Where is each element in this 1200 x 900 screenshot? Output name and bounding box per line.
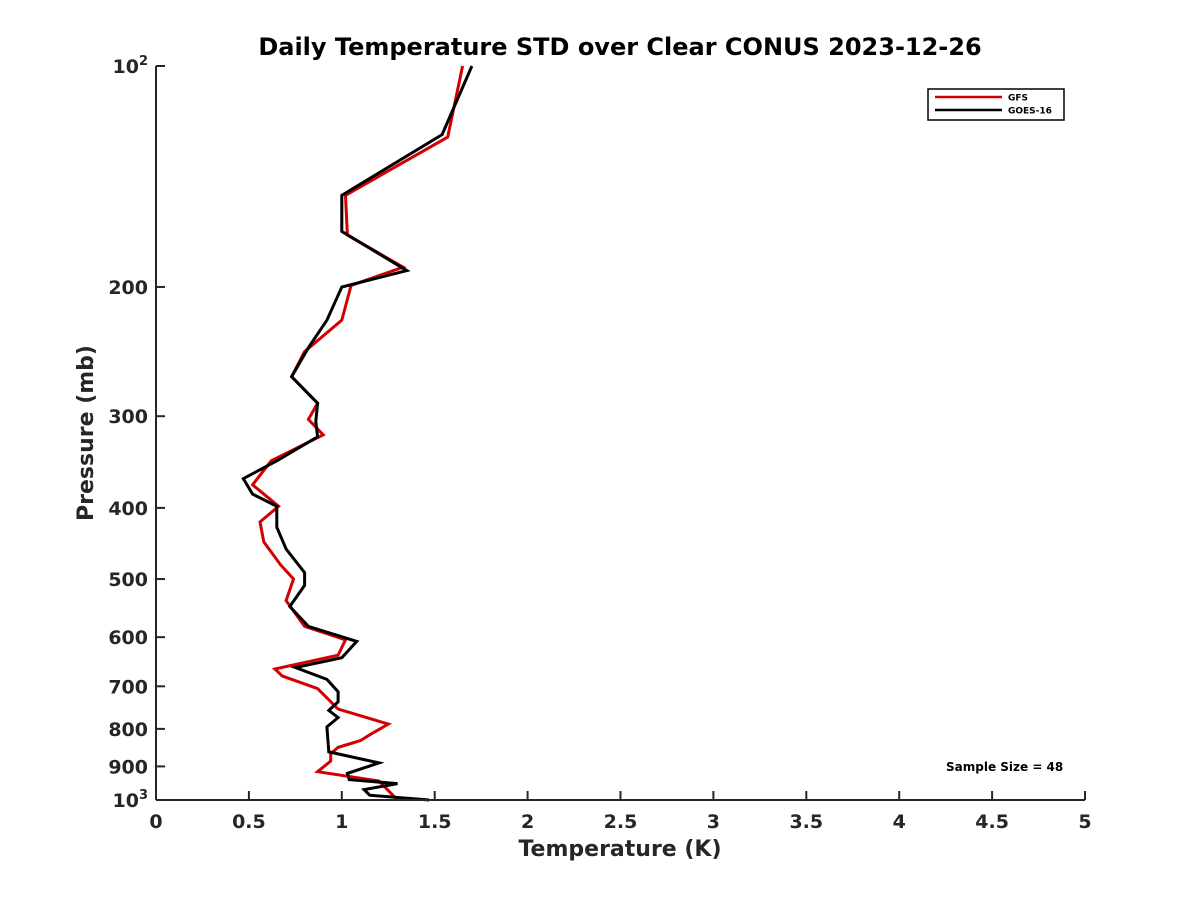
y-tick-label: 300: [108, 406, 148, 428]
x-tick-label: 2.5: [604, 811, 638, 833]
y-tick-label: 500: [108, 569, 148, 591]
series-line-gfs: [250, 65, 465, 802]
y-tick-label: 800: [108, 719, 148, 741]
y-axis-title: Pressure (mb): [74, 345, 99, 521]
series-layer: [241, 65, 474, 802]
x-tick-label: 5: [1078, 811, 1091, 833]
y-ticks: 102 200 300 400 500 600 700 800 900 103: [108, 54, 165, 812]
y-tick-label: 700: [108, 676, 148, 698]
x-axis-title: Temperature (K): [518, 837, 721, 862]
x-tick-label: 3: [707, 811, 720, 833]
legend-box: [927, 88, 1065, 121]
y-tick-label: 400: [108, 498, 148, 520]
y-tick-label: 102: [113, 54, 149, 78]
x-tick-label: 4: [893, 811, 906, 833]
y-tick-label: 103: [113, 788, 149, 812]
x-ticks: 0 0.5 1 1.5 2 2.5 3 3.5 4 4.5 5: [149, 791, 1092, 833]
x-tick-label: 3.5: [789, 811, 823, 833]
x-tick-label: 0.5: [232, 811, 266, 833]
sample-size-annotation: Sample Size = 48: [946, 760, 1063, 774]
legend-label-goes-16: GOES-16: [1008, 107, 1052, 117]
y-tick-label: 200: [108, 277, 148, 299]
y-tick-label: 600: [108, 627, 148, 649]
x-tick-label: 2: [521, 811, 534, 833]
chart-title: Daily Temperature STD over Clear CONUS 2…: [258, 33, 981, 61]
x-tick-label: 1.5: [418, 811, 452, 833]
legend-label-gfs: GFS: [1008, 94, 1028, 104]
y-tick-label: 900: [108, 756, 148, 778]
x-tick-label: 0: [149, 811, 162, 833]
legend: GFS GOES-16: [927, 88, 1065, 121]
series-line-goes-16: [241, 65, 474, 802]
x-tick-label: 1: [335, 811, 348, 833]
x-tick-label: 4.5: [975, 811, 1009, 833]
